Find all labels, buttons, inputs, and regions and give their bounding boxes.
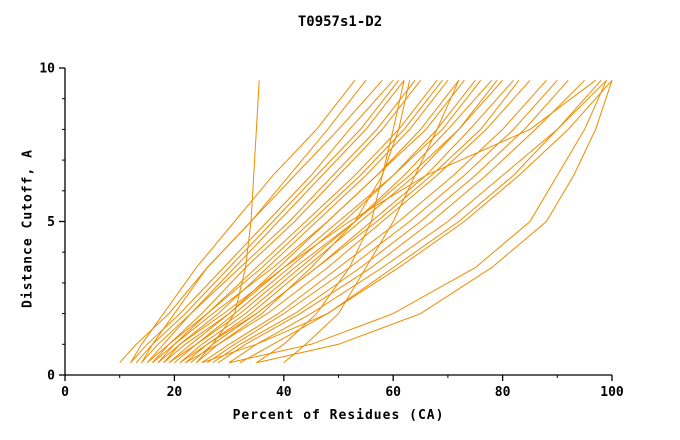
y-axis-label: Distance Cutoff, A [20, 149, 36, 308]
x-tick-label: 20 [167, 385, 183, 400]
model-curve [239, 79, 613, 364]
model-curve [179, 79, 520, 364]
x-tick-label: 60 [385, 385, 401, 400]
model-curve [228, 80, 607, 364]
model-curve [201, 79, 607, 364]
model-curve [119, 79, 367, 364]
y-tick-label: 0 [47, 369, 55, 384]
model-curve [141, 79, 383, 363]
model-curve [228, 79, 602, 364]
model-curve [152, 79, 465, 364]
x-axis-label: Percent of Residues (CA) [232, 408, 445, 423]
model-curve [146, 79, 443, 364]
x-tick-label: 0 [61, 385, 69, 400]
x-tick-label: 80 [495, 385, 511, 400]
model-curve [141, 79, 416, 364]
model-curve [168, 79, 460, 364]
model-curve [152, 79, 421, 364]
model-curve [283, 80, 460, 364]
model-curve [256, 80, 613, 364]
model-curve [163, 79, 596, 364]
x-tick-label: 40 [276, 385, 292, 400]
y-tick-label: 10 [39, 62, 55, 77]
x-tick-label: 100 [600, 385, 624, 400]
model-curve [130, 79, 394, 364]
model-curve [212, 79, 569, 364]
model-curve [168, 79, 498, 364]
model-curve [195, 80, 260, 364]
chart-title: T0957s1-D2 [297, 14, 383, 30]
model-curve [157, 79, 482, 364]
model-curve [135, 79, 400, 364]
model-curve [185, 80, 411, 364]
y-tick-label: 5 [47, 215, 55, 230]
model-curve [146, 79, 405, 364]
model-curve [256, 80, 405, 364]
model-curve [195, 79, 531, 364]
model-curve [163, 79, 449, 364]
model-curve [179, 79, 493, 364]
model-curve [190, 79, 514, 364]
model-curve [217, 79, 585, 364]
model-curve [201, 79, 547, 364]
model-curve [130, 79, 356, 363]
